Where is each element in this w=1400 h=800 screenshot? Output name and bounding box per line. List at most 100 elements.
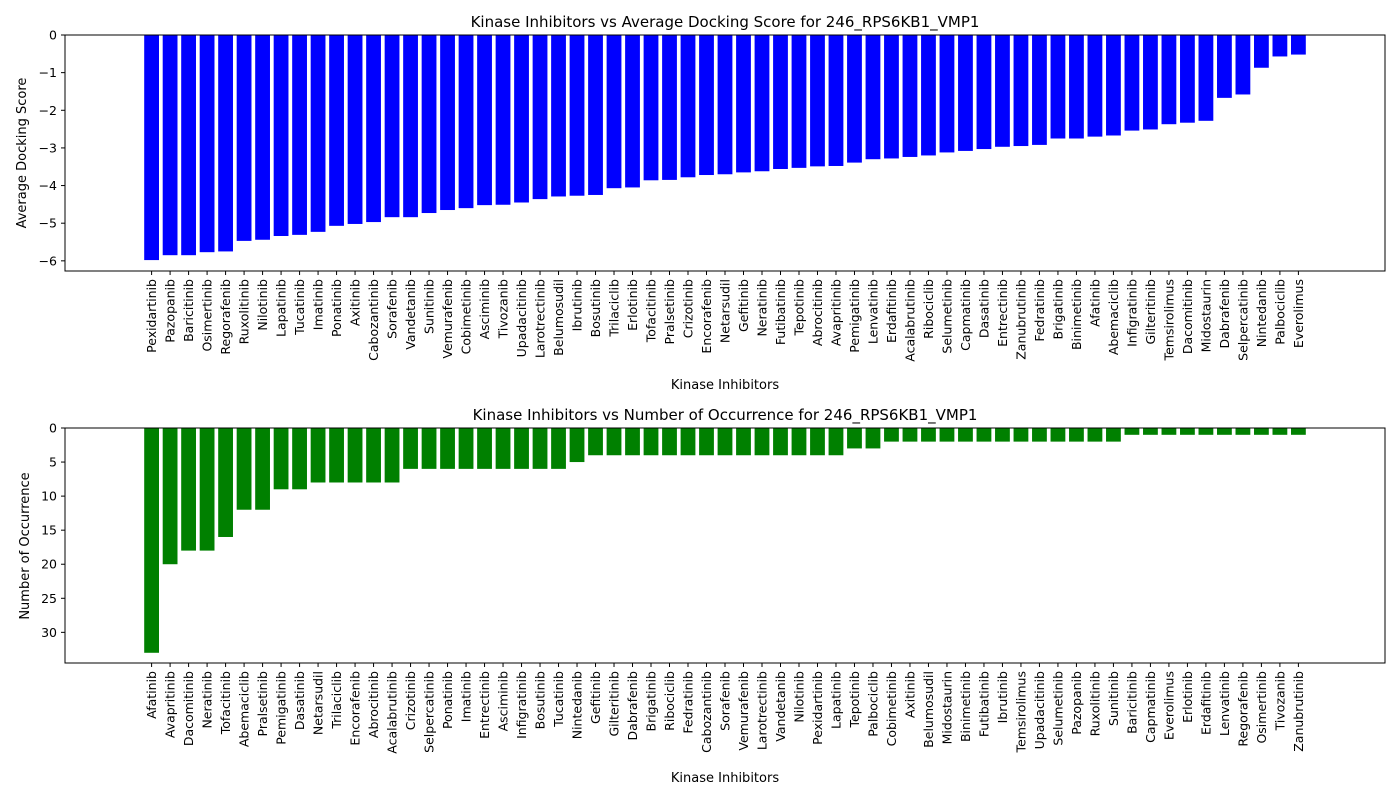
bar — [828, 428, 844, 456]
x-tick-label: Bosutinib — [588, 279, 603, 337]
x-tick-label: Baricitinib — [181, 279, 196, 342]
bar — [1217, 428, 1232, 435]
x-tick-label: Ibrutinib — [995, 671, 1010, 723]
bar — [643, 428, 659, 456]
bar — [828, 35, 844, 166]
bar — [403, 35, 418, 218]
x-tick-label: Zanubrutinib — [1013, 279, 1028, 360]
bar — [310, 428, 326, 483]
bar — [181, 428, 196, 551]
x-tick-label: Lenvatinib — [1217, 671, 1232, 736]
x-tick-label: Futibatinib — [976, 671, 991, 737]
x-tick-label: Cabozantinib — [699, 671, 714, 753]
bar — [625, 35, 640, 188]
bar — [162, 428, 178, 565]
y-tick-label: 25 — [41, 591, 57, 606]
x-tick-label: Pralsetinib — [255, 671, 270, 737]
x-tick-label: Cabozantinib — [366, 279, 381, 361]
x-tick-label: Gefitinib — [736, 279, 751, 332]
bar — [958, 35, 973, 151]
bar — [662, 428, 677, 456]
x-tick-label: Binimetinib — [1069, 279, 1084, 350]
x-tick-label: Dasatinib — [292, 671, 307, 730]
y-tick-label: 10 — [41, 489, 57, 504]
x-tick-label: Brigatinib — [1050, 279, 1065, 340]
y-tick-label: 15 — [41, 523, 57, 538]
bar — [976, 35, 992, 150]
x-tick-label: Vemurafenib — [736, 671, 751, 751]
bar — [606, 428, 622, 456]
bar — [236, 428, 252, 510]
bar — [643, 35, 659, 181]
x-tick-label: Upadacitinib — [514, 279, 529, 357]
bar — [588, 428, 603, 456]
bar — [847, 428, 862, 449]
bar — [1272, 428, 1288, 435]
bar — [532, 428, 548, 469]
bar — [347, 428, 363, 483]
y-tick-label: 30 — [41, 625, 57, 640]
x-tick-label: Ponatinib — [329, 279, 344, 337]
x-tick-label: Selumetinib — [1050, 671, 1065, 746]
bar — [995, 428, 1010, 442]
y-tick-label: 0 — [49, 421, 57, 436]
x-tick-label: Abemaciclib — [237, 671, 252, 747]
bar — [292, 35, 307, 235]
x-tick-label: Cobimetinib — [884, 671, 899, 746]
x-tick-label: Netarsudil — [718, 279, 733, 343]
bars — [144, 35, 1306, 261]
bar — [440, 35, 455, 211]
bar — [255, 428, 270, 510]
x-tick-label: Afatinib — [1087, 279, 1102, 327]
y-tick-label: 0 — [49, 28, 57, 43]
x-tick-label: Capmatinib — [1143, 671, 1158, 743]
x-tick-label: Nilotinib — [255, 279, 270, 331]
bar — [1254, 428, 1269, 435]
x-tick-label: Ruxolitinib — [237, 279, 252, 344]
x-tick-label: Lapatinib — [828, 671, 843, 729]
bar — [606, 35, 622, 189]
y-tick-label: 20 — [41, 557, 57, 572]
x-tick-label: Pemigatinib — [274, 671, 289, 745]
y-tick-label: −3 — [39, 140, 57, 155]
x-tick-label: Tucatinib — [551, 671, 566, 728]
bar — [699, 428, 714, 456]
x-tick-label: Tepotinib — [791, 279, 806, 337]
x-tick-label: Ribociclib — [921, 279, 936, 339]
x-tick-label: Avapritinib — [163, 671, 178, 738]
bar — [902, 428, 918, 442]
bar — [921, 428, 936, 442]
bar — [1143, 35, 1158, 130]
x-tick-label: Vandetanib — [773, 671, 788, 742]
x-tick-label: Dasatinib — [976, 279, 991, 338]
x-tick-label: Tivozanib — [496, 279, 511, 339]
bar — [939, 428, 955, 442]
bar — [1180, 35, 1195, 123]
bar — [458, 428, 474, 469]
bar — [680, 35, 696, 178]
x-tick-label: Sunitinib — [422, 279, 437, 334]
x-tick-label: Temsirolimus — [1161, 279, 1176, 361]
bar — [421, 428, 437, 469]
bar — [1161, 35, 1177, 125]
bar — [1272, 35, 1288, 57]
x-tick-label: Imatinib — [311, 279, 326, 330]
x-tick-label: Entrectinib — [995, 279, 1010, 347]
x-tick-label: Sunitinib — [1106, 671, 1121, 726]
x-tick-label: Pazopanib — [163, 279, 178, 343]
bar — [495, 35, 511, 205]
bar — [1198, 428, 1214, 435]
bar — [347, 35, 363, 224]
x-tick-label: Osimertinib — [200, 279, 215, 352]
bar — [810, 35, 825, 167]
y-tick-label: −2 — [39, 103, 57, 118]
bar — [181, 35, 196, 256]
bar — [255, 35, 270, 240]
bar — [1032, 428, 1047, 442]
docking-score-chart: Kinase Inhibitors vs Average Docking Sco… — [15, 13, 1386, 393]
bar — [773, 428, 788, 456]
bar — [754, 35, 770, 172]
chart-title: Kinase Inhibitors vs Average Docking Sco… — [471, 13, 980, 32]
bar — [958, 428, 973, 442]
x-tick-label: Encorafenib — [348, 671, 363, 746]
